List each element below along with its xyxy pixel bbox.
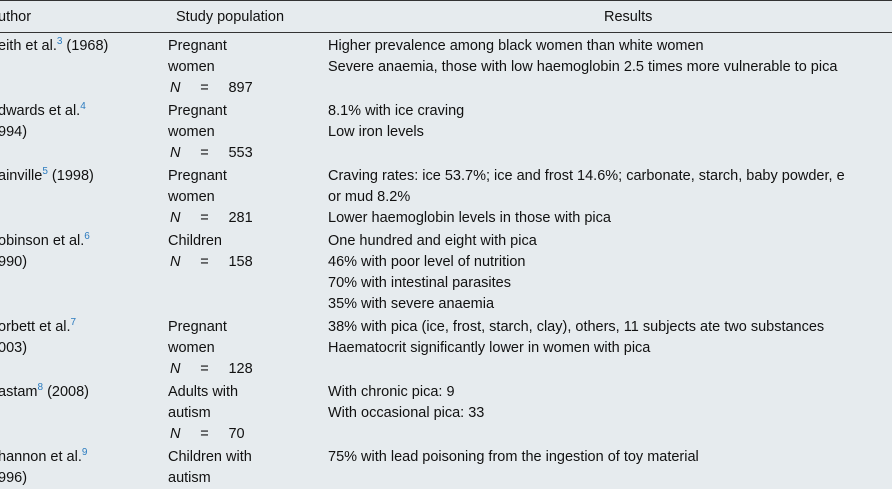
- result-text: Higher prevalence among black women than…: [328, 38, 704, 54]
- header-results: Results: [604, 9, 653, 25]
- reference-link[interactable]: 3: [56, 36, 63, 47]
- result-text: Lower haemoglobin levels in those with p…: [328, 210, 611, 226]
- result-text: or mud 8.2%: [328, 189, 411, 205]
- author-name: hannon et al.: [0, 449, 82, 465]
- population-text: autism: [168, 405, 211, 421]
- sample-size: N = 128: [170, 361, 253, 377]
- author-name: ainville: [0, 168, 43, 184]
- reference-link[interactable]: 9: [81, 447, 88, 458]
- result-text: Haematocrit significantly lower in women…: [328, 340, 651, 356]
- population-cell: Children N = 158: [168, 231, 253, 273]
- population-text: women: [168, 189, 215, 205]
- header-author: uthor: [0, 9, 32, 25]
- author-cell: obinson et al.6 990): [0, 231, 90, 273]
- author-name: dwards et al.: [0, 103, 81, 119]
- result-text: 70% with intestinal parasites: [328, 275, 511, 291]
- reference-link[interactable]: 6: [84, 231, 90, 242]
- population-cell: Adults with autism N = 70: [168, 382, 245, 445]
- table-header: uthor Study population Results: [0, 0, 892, 33]
- author-cell: hannon et al.9 996): [0, 447, 87, 489]
- population-text: Pregnant: [168, 103, 227, 119]
- results-cell: One hundred and eight with pica 46% with …: [328, 231, 537, 315]
- result-text: 35% with severe anaemia: [328, 296, 495, 312]
- population-cell: Pregnant women N = 281: [168, 166, 253, 229]
- result-text: Craving rates: ice 53.7%; ice and frost …: [328, 168, 845, 184]
- population-cell: Pregnant women N = 553: [168, 101, 253, 164]
- author-cell: dwards et al.4 994): [0, 101, 86, 143]
- reference-link[interactable]: 8: [37, 382, 44, 393]
- author-year: 003): [0, 340, 28, 356]
- author-cell: ainville5 (1998): [0, 166, 94, 187]
- result-text: 75% with lead poisoning from the ingesti…: [328, 449, 699, 465]
- result-text: With chronic pica: 9: [328, 384, 455, 400]
- result-text: 8.1% with ice craving: [328, 103, 465, 119]
- author-name: orbett et al.: [0, 319, 71, 335]
- reference-link[interactable]: 4: [80, 101, 86, 112]
- author-year: (2008): [43, 384, 90, 400]
- sample-size: N = 158: [170, 254, 253, 270]
- results-cell: 8.1% with ice craving Low iron levels: [328, 101, 464, 143]
- author-year: 990): [0, 254, 28, 270]
- population-text: Adults with: [168, 384, 239, 400]
- author-year: 994): [0, 124, 28, 140]
- results-cell: 38% with pica (ice, frost, starch, clay)…: [328, 317, 824, 359]
- population-text: women: [168, 124, 215, 140]
- author-cell: astam8 (2008): [0, 382, 89, 403]
- population-text: Pregnant: [168, 168, 227, 184]
- population-text: Children: [168, 233, 222, 249]
- author-name: eith et al.: [0, 38, 57, 54]
- author-year: (1998): [47, 168, 94, 184]
- header-population: Study population: [176, 9, 285, 25]
- result-text: One hundred and eight with pica: [328, 233, 537, 249]
- population-text: autism: [168, 470, 211, 486]
- author-cell: orbett et al.7 003): [0, 317, 76, 359]
- reference-link[interactable]: 5: [42, 166, 48, 177]
- author-year: 996): [0, 470, 28, 486]
- sample-size: N = 70: [170, 426, 245, 442]
- result-text: Low iron levels: [328, 124, 424, 140]
- result-text: Severe anaemia, those with low haemoglob…: [328, 59, 838, 75]
- results-cell: Higher prevalence among black women than…: [328, 36, 837, 78]
- author-name: astam: [0, 384, 38, 400]
- reference-link[interactable]: 7: [70, 317, 77, 328]
- population-cell: Pregnant women N = 897: [168, 36, 253, 99]
- population-text: Pregnant: [168, 38, 227, 54]
- author-year: (1968): [62, 38, 109, 54]
- population-text: Children with: [168, 449, 252, 465]
- result-text: 46% with poor level of nutrition: [328, 254, 526, 270]
- population-cell: Children with autism: [168, 447, 252, 489]
- author-cell: eith et al.3 (1968): [0, 36, 108, 57]
- population-text: Pregnant: [168, 319, 227, 335]
- result-text: With occasional pica: 33: [328, 405, 485, 421]
- population-cell: Pregnant women N = 128: [168, 317, 253, 380]
- results-cell: With chronic pica: 9 With occasional pica…: [328, 382, 484, 424]
- results-cell: Craving rates: ice 53.7%; ice and frost …: [328, 166, 845, 229]
- results-cell: 75% with lead poisoning from the ingesti…: [328, 447, 699, 468]
- sample-size: N = 281: [170, 210, 253, 226]
- sample-size: N = 553: [170, 145, 253, 161]
- sample-size: N = 897: [170, 80, 253, 96]
- author-name: obinson et al.: [0, 233, 85, 249]
- population-text: women: [168, 340, 215, 356]
- result-text: 38% with pica (ice, frost, starch, clay)…: [328, 319, 825, 335]
- population-text: women: [168, 59, 215, 75]
